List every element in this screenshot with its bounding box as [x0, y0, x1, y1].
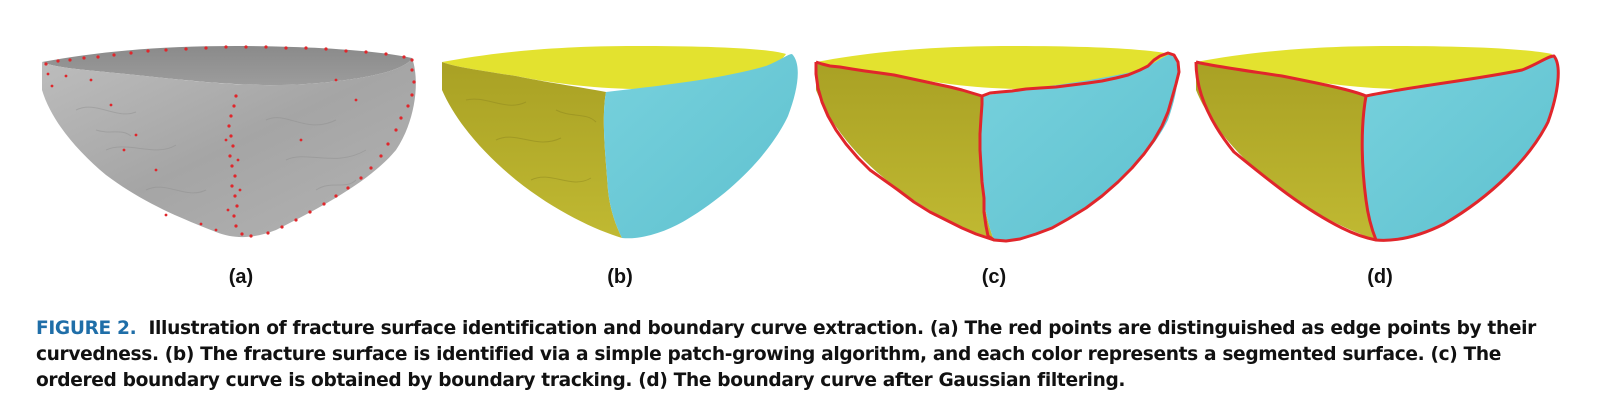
panel-d-svg — [1194, 46, 1560, 242]
panel-d-filtered-boundary-curve — [1194, 54, 1560, 242]
panel-a-gray-mesh-image — [36, 40, 426, 252]
panel-a-edge-points — [44, 45, 416, 238]
panel-c-label: (c) — [981, 266, 1007, 288]
panel-d-gaussian-filtered-image — [1190, 40, 1580, 252]
figure-caption: FIGURE 2. Illustration of fracture surfa… — [36, 316, 1576, 394]
panel-a-svg — [42, 45, 416, 238]
panel-c-boundary-curve — [814, 51, 1181, 243]
figure-label: FIGURE 2. — [36, 318, 137, 339]
panel-a-label: (a) — [228, 266, 254, 288]
panel-b-label: (b) — [607, 266, 633, 288]
figure: (a) (b) — [36, 40, 1580, 288]
panel-b-segmented-image — [436, 40, 826, 252]
panel-b-svg — [442, 46, 798, 239]
panel-c-svg — [814, 46, 1181, 243]
panel-c-boundary-tracking-image — [810, 40, 1200, 252]
panel-d-label: (d) — [1367, 266, 1393, 288]
caption-text: Illustration of fracture surface identif… — [36, 318, 1536, 391]
